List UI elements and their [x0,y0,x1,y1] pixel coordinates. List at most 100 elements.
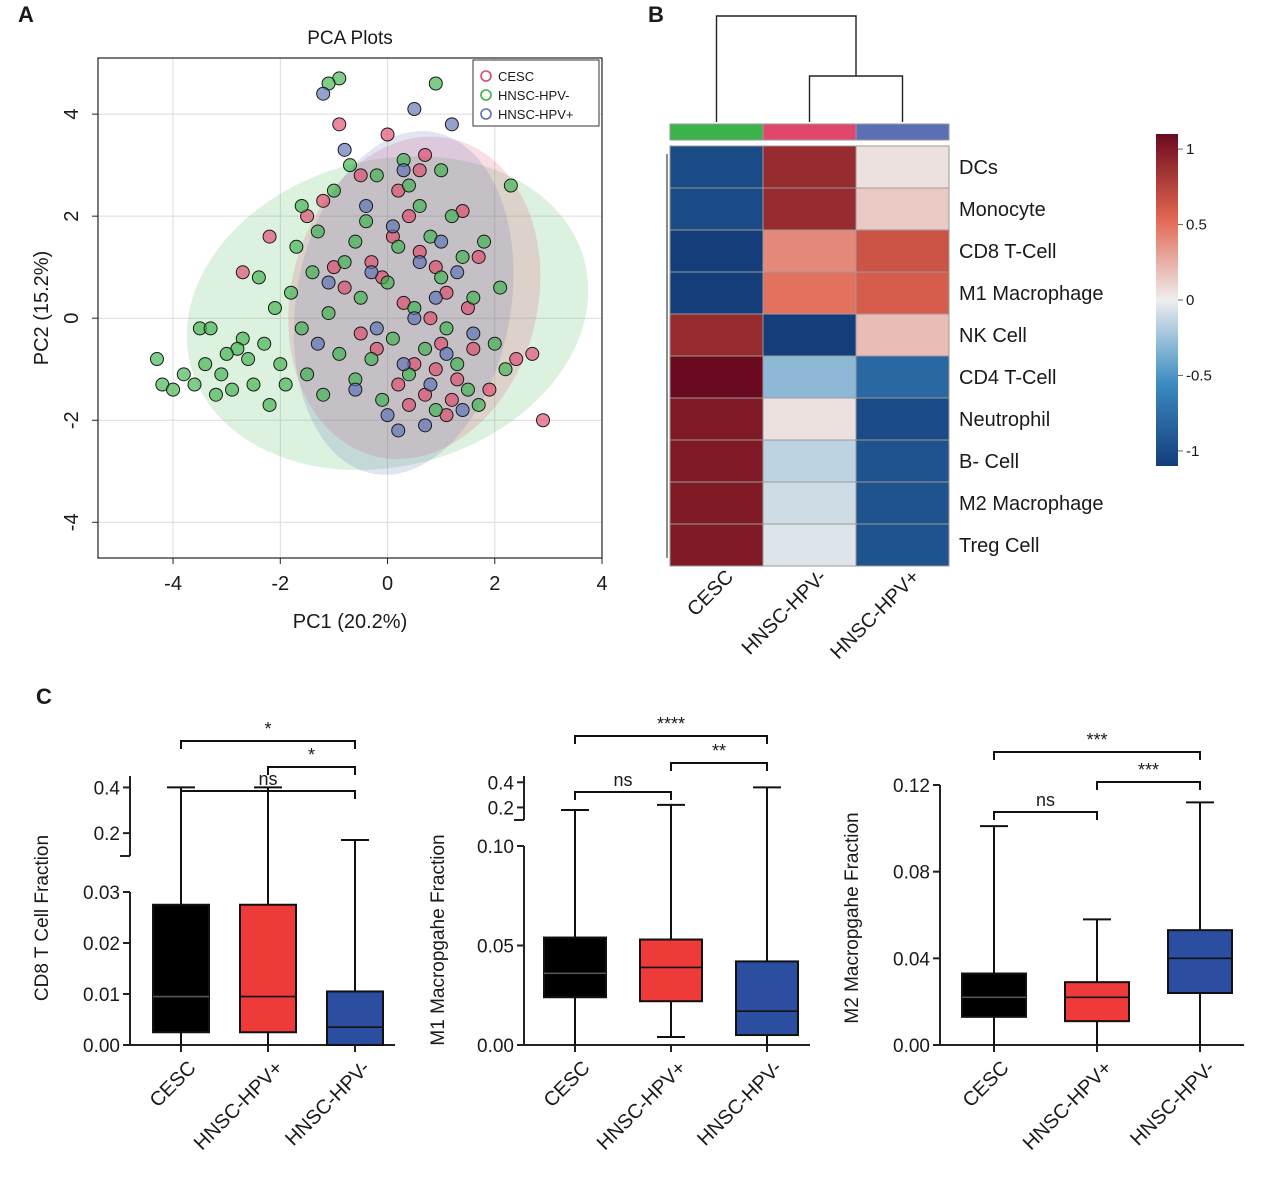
pca-point [326,183,341,198]
pca-point [466,290,481,305]
heatmap-row-label: M1 Macrophage [959,283,1104,305]
y-tick-label: 0.02 [83,934,120,955]
pca-point [385,331,400,346]
y-tick-label: 0.04 [893,949,930,970]
pca-point [321,275,336,290]
heatmap-column-label: HNSC-HPV- [738,566,831,659]
pca-point [471,397,486,412]
significance-bracket [180,740,356,749]
heatmap-cell [762,355,857,399]
heatmap-cell [669,397,764,441]
pca-point [343,158,357,173]
pca-xtick-label: 2 [489,573,500,595]
significance-bracket [180,790,356,799]
pca-point [219,346,234,361]
pca-point [278,377,293,392]
box-CESC [543,936,607,999]
pca-point [364,352,379,367]
pca-point [273,357,288,372]
pca-ylabel: PC2 (15.2%) [31,251,53,366]
pca-point [353,290,368,305]
pca-xtick-label: 0 [382,573,393,595]
pca-point [337,280,352,295]
pca-point [401,178,416,193]
heatmap-cell [762,145,857,189]
boxplot-m2: 0.00 0.04 0.08 0.12 CESC HNSC-HPV+ HNSC-HPV- **… [842,730,1244,1155]
heatmap-cell [855,481,950,525]
dendrogram-branch [808,75,904,122]
box-HNSC-HPV+ [639,938,703,1003]
pca-point [294,198,309,213]
significance-label: *** [1138,760,1159,780]
pca-point [396,163,411,178]
x-tick-label: HNSC-HPV+ [593,1057,691,1155]
pca-point [391,377,406,392]
box-HNSC-HPV+ [239,903,297,1034]
x-tick-label: CESC [540,1057,595,1112]
pca-point [444,209,459,224]
heatmap-cell [669,439,764,483]
y-axis-label: M1 Macropgahe Fraction [428,834,449,1045]
pca-point [391,239,406,254]
pca-point [380,127,395,142]
pca-point [444,117,459,132]
significance-bracket [1096,781,1201,790]
column-annotation-CESC [669,123,764,141]
significance-label: ns [258,769,277,789]
pca-point [423,311,438,326]
y-tick-label: 0.08 [893,863,930,884]
x-tick-label: CESC [146,1057,201,1112]
y-tick-label: 0.03 [83,883,120,904]
pca-point [300,367,315,382]
y-tick-label: 0.12 [893,776,930,797]
heatmap-cell [669,481,764,525]
pca-point [428,403,443,418]
pca-point [525,346,540,361]
pca-point [235,265,250,280]
heatmap-chart: DCs Monocyte CD8 T-Cell M1 Macrophage NK Cel… [666,15,1212,664]
pca-point [466,341,481,356]
y-tick-label: 0.00 [477,1036,514,1057]
pca-point [267,301,282,315]
significance-label: ns [613,770,632,790]
pca-legend: CESC HNSC-HPV- HNSC-HPV+ [472,59,600,127]
legend-label: HNSC-HPV+ [498,107,574,122]
legend-marker [480,108,492,120]
pca-point [380,408,395,423]
significance-label: *** [1086,730,1107,750]
box-CESC [961,972,1027,1018]
heatmap-cell [762,187,857,231]
heatmap-cell [855,313,950,357]
pca-point [203,321,218,336]
pca-point [385,219,400,234]
pca-point [332,117,347,132]
heatmap-row-label: Monocyte [959,199,1046,221]
pca-point [412,198,427,213]
pca-title: PCA Plots [307,28,393,49]
pca-ytick-label: 4 [61,109,83,120]
x-tick-label: HNSC-HPV+ [1019,1057,1117,1155]
pca-point [214,367,229,382]
heatmap-cell [762,397,857,441]
box-HNSC-HPV- [326,990,384,1047]
heatmap-row-label: DCs [959,157,998,179]
pca-point [455,249,470,264]
pca-xtick-label: -2 [271,573,289,595]
pca-point [294,321,309,336]
pca-point [460,382,475,397]
significance-bracket [267,766,356,775]
x-tick-label: HNSC-HPV- [1126,1057,1219,1150]
pca-point [482,382,497,397]
pca-point [439,321,454,336]
box-HNSC-HPV- [735,960,799,1037]
significance-label: ns [1036,790,1055,810]
pca-point [337,255,352,270]
legend-label: HNSC-HPV- [498,88,570,103]
significance-bracket [574,791,672,800]
pca-point [348,234,363,249]
pca-point [310,336,325,351]
pca-point [149,352,164,367]
heatmap-cell [762,313,857,357]
significance-bracket [670,762,768,771]
